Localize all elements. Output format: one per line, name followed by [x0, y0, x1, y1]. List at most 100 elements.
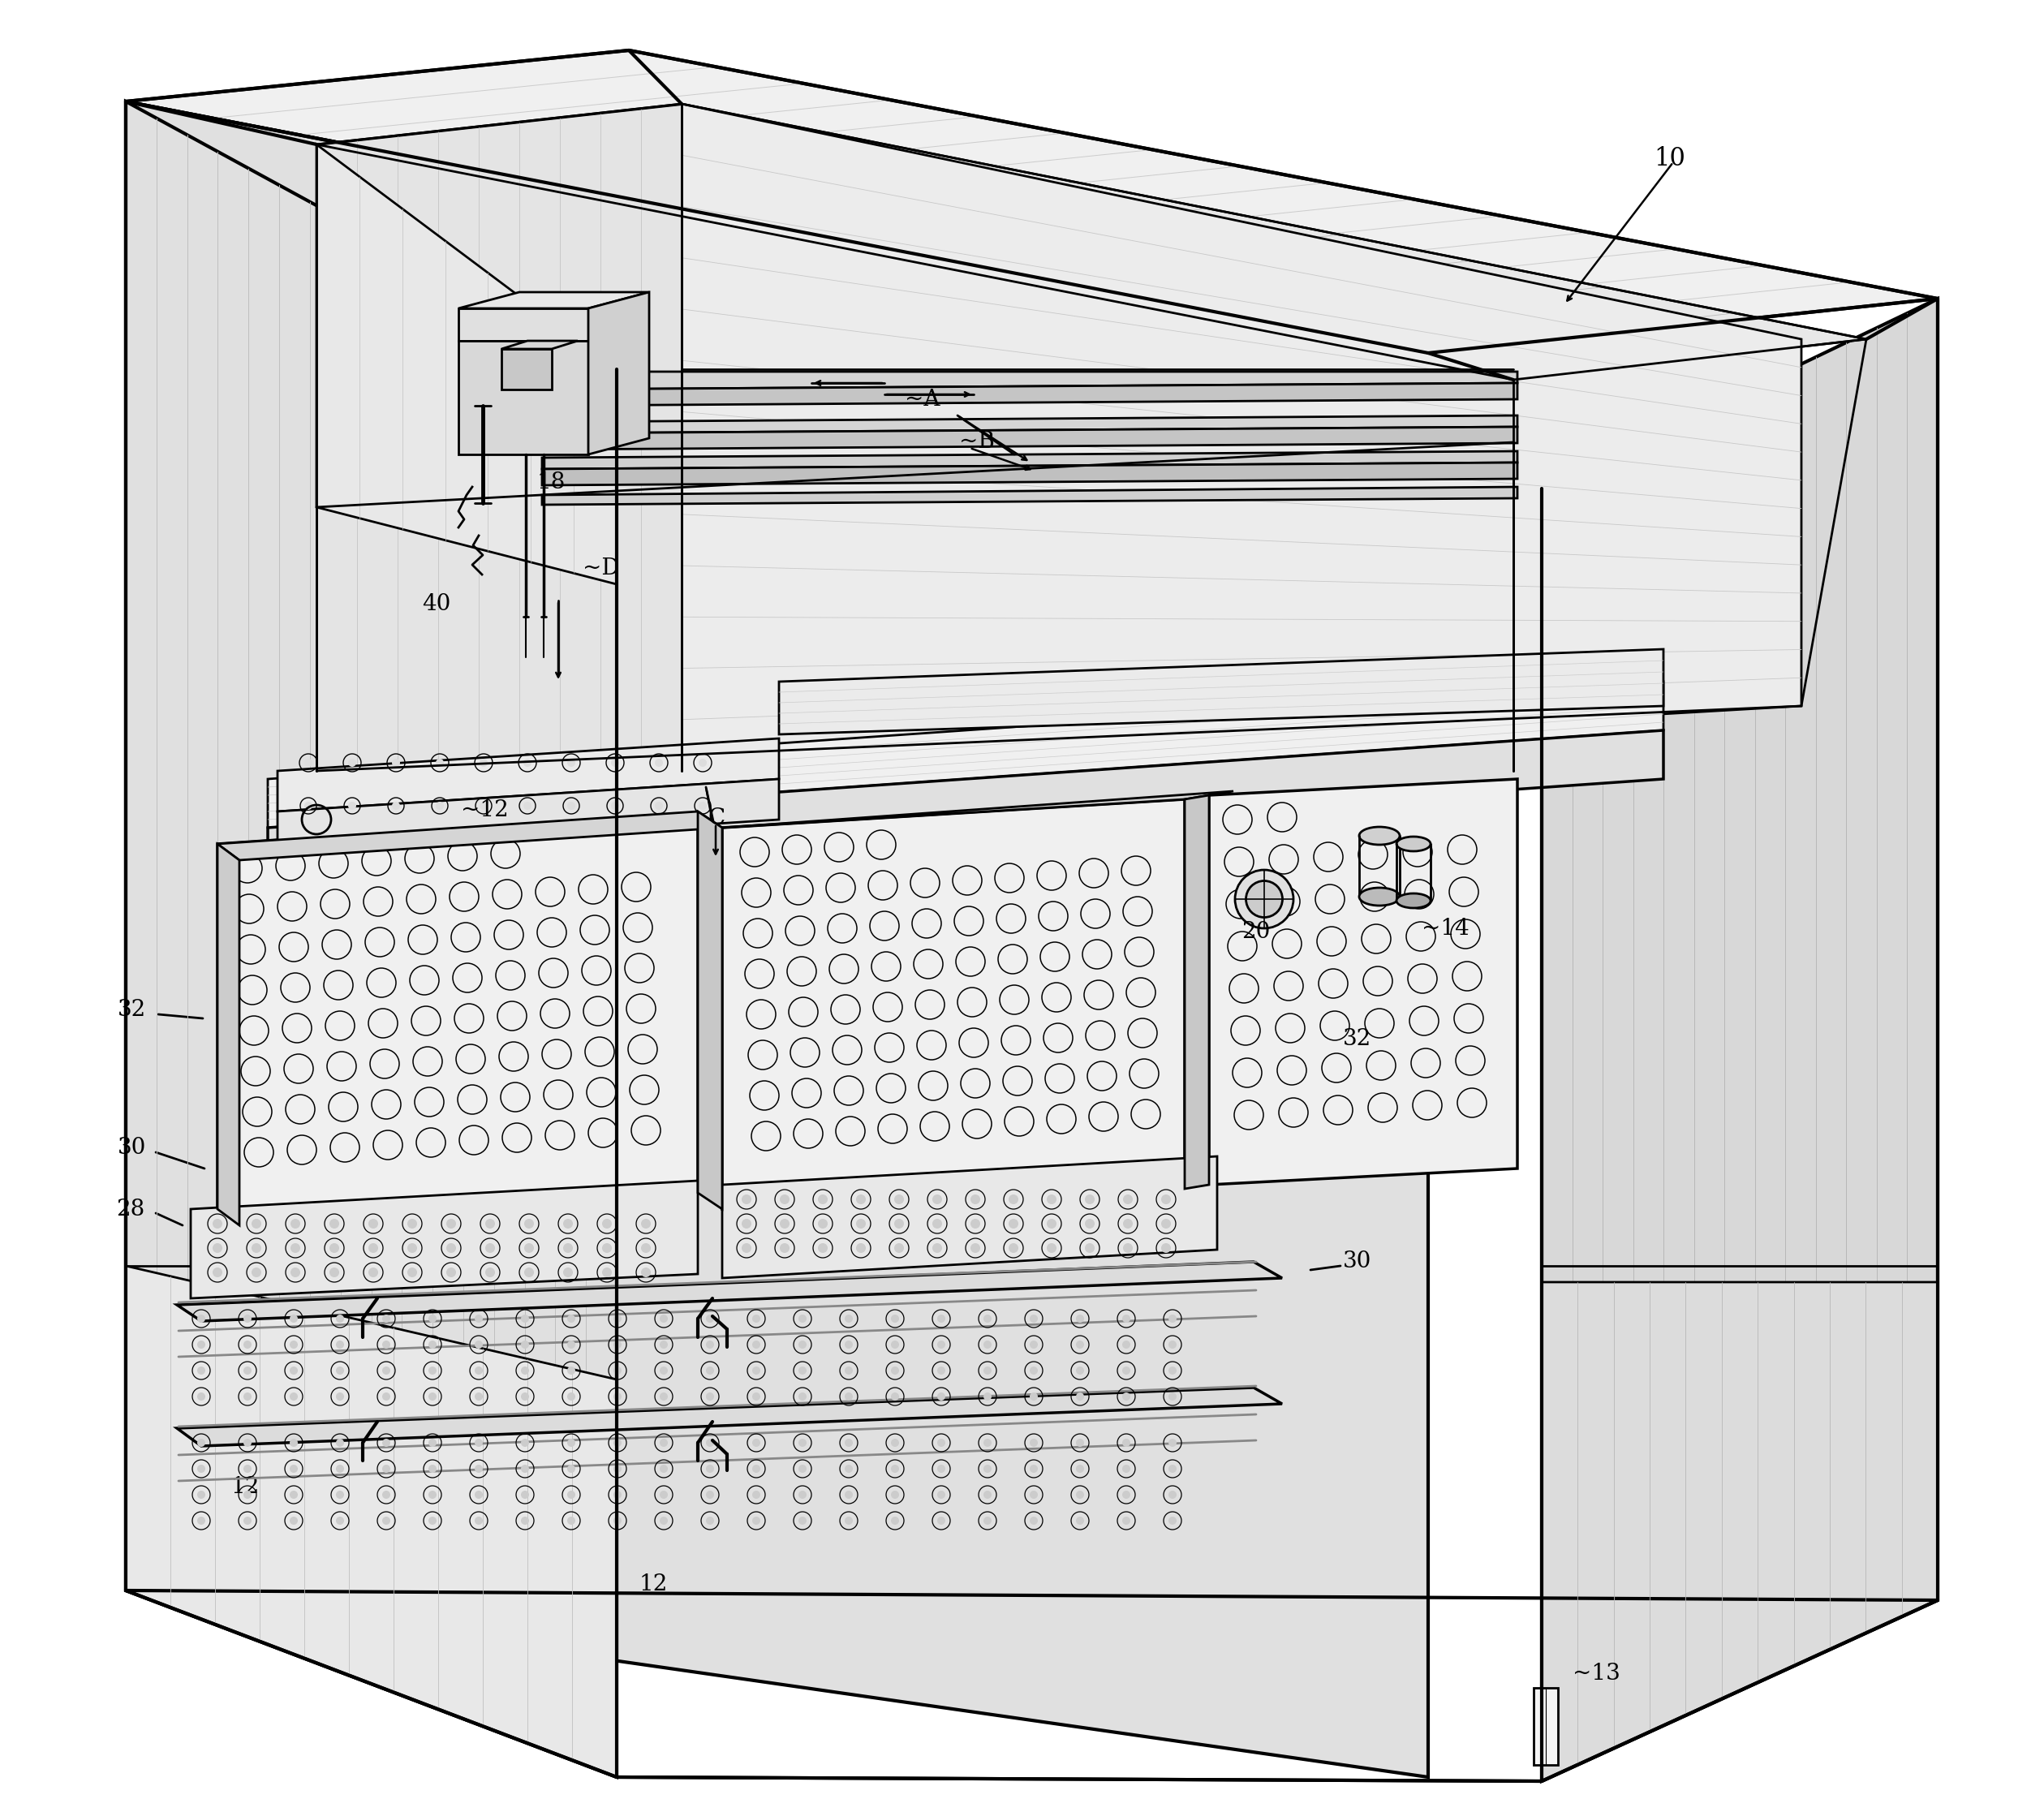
Circle shape	[983, 1341, 991, 1348]
Circle shape	[983, 1392, 991, 1401]
Polygon shape	[722, 1156, 1216, 1277]
Circle shape	[1075, 1314, 1083, 1323]
Circle shape	[480, 759, 489, 766]
Circle shape	[613, 1392, 621, 1401]
Text: 32: 32	[1343, 1027, 1372, 1049]
Ellipse shape	[1359, 888, 1400, 906]
Ellipse shape	[1359, 826, 1400, 844]
Circle shape	[196, 1464, 204, 1473]
Circle shape	[196, 1366, 204, 1375]
Text: 10: 10	[1654, 145, 1684, 170]
Circle shape	[566, 1366, 574, 1375]
Circle shape	[611, 801, 619, 810]
Ellipse shape	[1235, 870, 1294, 928]
Text: ~12: ~12	[460, 799, 509, 821]
Circle shape	[844, 1314, 852, 1323]
Circle shape	[290, 1464, 298, 1473]
Circle shape	[799, 1491, 807, 1499]
Circle shape	[566, 801, 574, 810]
Polygon shape	[542, 371, 1517, 390]
Circle shape	[613, 1517, 621, 1524]
Circle shape	[938, 1491, 944, 1499]
Circle shape	[521, 1491, 529, 1499]
Circle shape	[642, 1243, 650, 1252]
Polygon shape	[1186, 795, 1210, 1189]
Circle shape	[329, 1243, 339, 1252]
Circle shape	[705, 1517, 713, 1524]
Circle shape	[243, 1464, 251, 1473]
Circle shape	[521, 1464, 529, 1473]
Circle shape	[1122, 1341, 1130, 1348]
Circle shape	[1030, 1439, 1038, 1446]
Circle shape	[613, 1491, 621, 1499]
Circle shape	[891, 1314, 899, 1323]
Circle shape	[938, 1366, 944, 1375]
Circle shape	[382, 1366, 390, 1375]
Circle shape	[613, 1366, 621, 1375]
Polygon shape	[217, 844, 239, 1225]
Circle shape	[654, 801, 662, 810]
Circle shape	[1075, 1341, 1083, 1348]
Circle shape	[429, 1341, 437, 1348]
Ellipse shape	[1396, 837, 1431, 852]
Circle shape	[1075, 1491, 1083, 1499]
Circle shape	[1122, 1314, 1130, 1323]
Circle shape	[891, 1491, 899, 1499]
Circle shape	[335, 1464, 343, 1473]
Circle shape	[844, 1366, 852, 1375]
Circle shape	[642, 1268, 650, 1277]
Circle shape	[429, 1491, 437, 1499]
Circle shape	[523, 801, 531, 810]
Circle shape	[799, 1464, 807, 1473]
Circle shape	[335, 1392, 343, 1401]
Text: ~D: ~D	[583, 556, 619, 580]
Circle shape	[983, 1366, 991, 1375]
Circle shape	[891, 1341, 899, 1348]
Circle shape	[1169, 1366, 1177, 1375]
Circle shape	[196, 1517, 204, 1524]
Circle shape	[196, 1439, 204, 1446]
Polygon shape	[268, 730, 1664, 877]
Circle shape	[1030, 1517, 1038, 1524]
Circle shape	[891, 1517, 899, 1524]
Circle shape	[429, 1392, 437, 1401]
Circle shape	[752, 1491, 760, 1499]
Circle shape	[705, 1341, 713, 1348]
Circle shape	[566, 1464, 574, 1473]
Circle shape	[938, 1392, 944, 1401]
Circle shape	[290, 1366, 298, 1375]
Text: 20: 20	[1241, 920, 1269, 942]
Text: 12: 12	[231, 1475, 260, 1497]
Circle shape	[660, 1491, 668, 1499]
Circle shape	[566, 1392, 574, 1401]
Text: ~13: ~13	[1572, 1662, 1621, 1683]
Circle shape	[818, 1243, 828, 1252]
Circle shape	[752, 1366, 760, 1375]
Circle shape	[856, 1194, 867, 1205]
Circle shape	[196, 1314, 204, 1323]
Circle shape	[335, 1341, 343, 1348]
Polygon shape	[542, 487, 1517, 506]
Circle shape	[196, 1491, 204, 1499]
Polygon shape	[458, 308, 589, 341]
Circle shape	[382, 1517, 390, 1524]
Circle shape	[603, 1268, 611, 1277]
Circle shape	[891, 1366, 899, 1375]
Circle shape	[1122, 1439, 1130, 1446]
Circle shape	[474, 1392, 482, 1401]
Circle shape	[290, 1268, 300, 1277]
Circle shape	[521, 1392, 529, 1401]
Circle shape	[290, 1341, 298, 1348]
Circle shape	[566, 1491, 574, 1499]
Circle shape	[742, 1243, 752, 1252]
Circle shape	[1161, 1194, 1171, 1205]
Circle shape	[1122, 1194, 1132, 1205]
Circle shape	[566, 1314, 574, 1323]
Circle shape	[1075, 1439, 1083, 1446]
Circle shape	[613, 1341, 621, 1348]
Polygon shape	[542, 451, 1517, 469]
Circle shape	[752, 1517, 760, 1524]
Circle shape	[642, 1219, 650, 1229]
Circle shape	[971, 1194, 981, 1205]
Circle shape	[382, 1392, 390, 1401]
